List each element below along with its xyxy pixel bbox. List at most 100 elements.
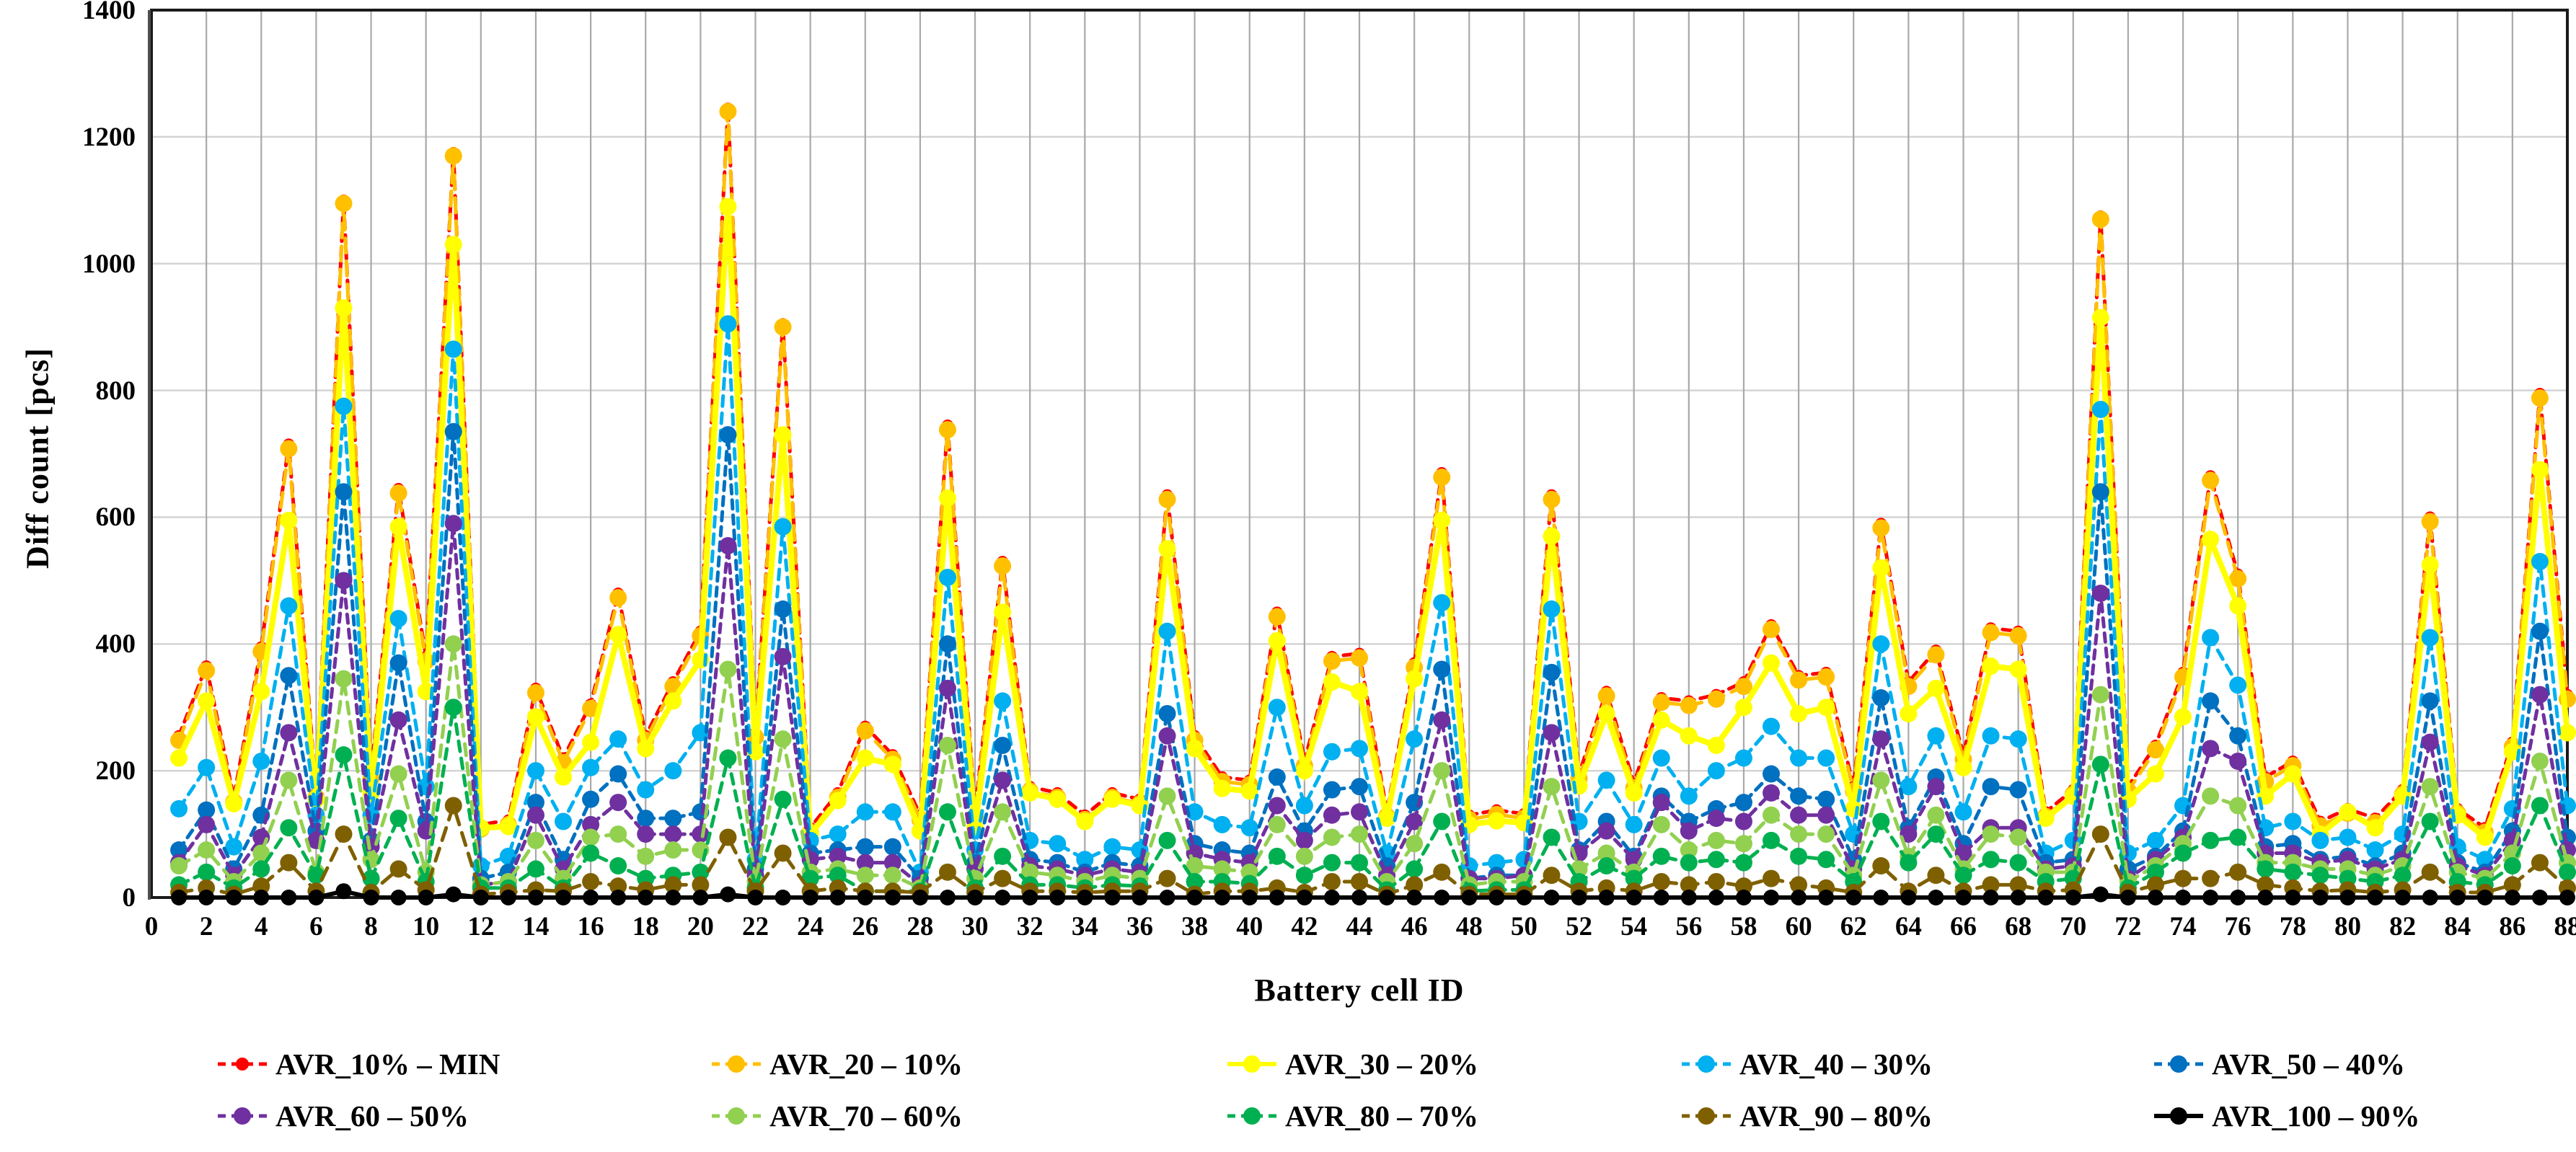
x-tick-label: 52 bbox=[1566, 912, 1593, 941]
data-point-marker bbox=[582, 699, 600, 717]
data-point-marker bbox=[1652, 794, 1670, 812]
data-point-marker bbox=[1707, 810, 1725, 828]
data-point-marker bbox=[1680, 696, 1698, 714]
data-point-marker bbox=[1406, 876, 1424, 894]
data-point-marker bbox=[1213, 815, 1231, 833]
data-point-marker bbox=[1818, 890, 1835, 905]
data-point-marker bbox=[1351, 890, 1367, 905]
data-point-marker bbox=[1982, 876, 2000, 894]
data-point-marker bbox=[719, 426, 737, 444]
data-point-marker bbox=[2091, 309, 2109, 327]
x-tick-label: 78 bbox=[2279, 912, 2306, 941]
data-point-marker bbox=[2146, 765, 2164, 783]
data-point-marker bbox=[2229, 676, 2247, 694]
data-point-marker bbox=[1323, 806, 1341, 824]
series-avr-30-20- bbox=[170, 198, 2576, 846]
data-point-marker bbox=[170, 749, 188, 767]
legend-marker-icon bbox=[1227, 1107, 1276, 1125]
data-point-marker bbox=[389, 810, 407, 828]
data-point-marker bbox=[2229, 597, 2247, 615]
data-point-marker bbox=[280, 819, 298, 837]
data-point-marker bbox=[1186, 873, 1204, 891]
y-tick-label: 1000 bbox=[82, 249, 136, 279]
data-point-marker bbox=[1351, 649, 1368, 667]
data-point-marker bbox=[747, 890, 764, 905]
data-point-marker bbox=[1954, 758, 1972, 776]
data-point-marker bbox=[609, 765, 627, 783]
data-point-marker bbox=[2037, 890, 2054, 905]
data-point-marker bbox=[582, 815, 600, 833]
x-tick-label: 2 bbox=[199, 912, 213, 941]
data-point-marker bbox=[1817, 699, 1835, 717]
x-tick-label: 82 bbox=[2389, 912, 2417, 941]
data-point-marker bbox=[1763, 784, 1781, 802]
data-point-marker bbox=[1021, 784, 1039, 802]
data-point-marker bbox=[774, 518, 792, 536]
data-point-marker bbox=[1049, 835, 1067, 853]
legend-label: AVR_10% – MIN bbox=[275, 1047, 500, 1081]
x-tick-label: 12 bbox=[467, 912, 495, 941]
data-point-marker bbox=[994, 557, 1012, 575]
data-point-marker bbox=[2531, 752, 2549, 770]
data-point-marker bbox=[720, 886, 736, 903]
data-point-marker bbox=[1214, 890, 1230, 905]
data-point-marker bbox=[1707, 873, 1725, 891]
data-point-marker bbox=[444, 422, 462, 440]
data-point-marker bbox=[774, 600, 792, 618]
data-point-marker bbox=[1817, 806, 1835, 824]
data-point-marker bbox=[1927, 825, 1945, 843]
data-point-marker bbox=[1817, 668, 1835, 686]
data-point-marker bbox=[198, 863, 216, 881]
data-point-marker bbox=[1817, 851, 1835, 869]
legend-marker-icon bbox=[1682, 1107, 1731, 1125]
x-tick-label: 46 bbox=[1401, 912, 1428, 941]
data-point-marker bbox=[390, 890, 407, 905]
data-point-marker bbox=[664, 810, 682, 828]
data-point-marker bbox=[1543, 828, 1561, 846]
data-point-marker bbox=[1240, 782, 1258, 800]
data-point-marker bbox=[2284, 765, 2302, 783]
data-point-marker bbox=[994, 736, 1012, 754]
data-point-marker bbox=[1597, 844, 1615, 862]
data-point-marker bbox=[1734, 877, 1752, 895]
data-point-marker bbox=[335, 195, 353, 213]
data-point-marker bbox=[1295, 847, 1313, 865]
data-point-marker bbox=[335, 746, 353, 764]
data-point-marker bbox=[1680, 822, 1698, 840]
x-tick-label: 36 bbox=[1126, 912, 1153, 941]
legend-dot bbox=[2170, 1107, 2187, 1125]
data-point-marker bbox=[609, 794, 627, 812]
data-point-marker bbox=[2091, 400, 2109, 418]
data-point-marker bbox=[664, 762, 682, 780]
data-point-marker bbox=[1927, 646, 1945, 664]
data-point-marker bbox=[1927, 727, 1945, 745]
data-point-marker bbox=[856, 854, 874, 872]
data-point-marker bbox=[1543, 527, 1561, 545]
x-tick-label: 42 bbox=[1291, 912, 1318, 941]
data-point-marker bbox=[2311, 831, 2329, 849]
data-point-marker bbox=[912, 890, 928, 905]
data-point-marker bbox=[389, 484, 407, 502]
data-point-marker bbox=[583, 890, 599, 905]
data-point-marker bbox=[444, 236, 462, 254]
data-point-marker bbox=[444, 797, 462, 815]
data-point-marker bbox=[2202, 740, 2220, 758]
data-point-marker bbox=[2009, 828, 2027, 846]
x-tick-label: 76 bbox=[2224, 912, 2251, 941]
x-tick-label: 38 bbox=[1181, 912, 1209, 941]
data-point-marker bbox=[582, 828, 600, 846]
data-point-marker bbox=[1158, 727, 1176, 745]
data-point-marker bbox=[2202, 471, 2220, 489]
data-point-marker bbox=[2559, 863, 2576, 881]
data-point-marker bbox=[389, 518, 407, 536]
data-point-marker bbox=[1543, 663, 1561, 681]
data-point-marker bbox=[1158, 540, 1176, 558]
data-point-marker bbox=[1597, 687, 1615, 705]
data-point-marker bbox=[2421, 629, 2439, 647]
y-tick-label: 200 bbox=[95, 756, 136, 787]
legend-item: AVR_10% – MIN bbox=[216, 1047, 500, 1081]
data-point-marker bbox=[1708, 890, 1724, 905]
data-point-marker bbox=[883, 756, 901, 774]
legend-dot bbox=[234, 1107, 251, 1125]
